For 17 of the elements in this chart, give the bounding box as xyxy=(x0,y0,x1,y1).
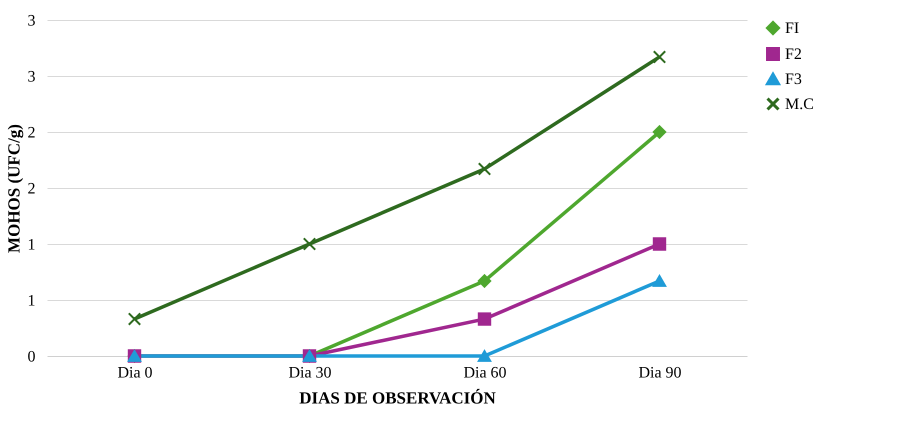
x-tick-label: Dia 60 xyxy=(463,364,507,382)
y-tick-label: 0 xyxy=(28,348,36,366)
x-tick-label: Dia 0 xyxy=(117,364,153,382)
y-axis-title: MOHOS (UFC/g) xyxy=(4,124,24,253)
legend-label: M.C xyxy=(785,96,814,113)
x-tick-label: Dia 90 xyxy=(638,364,682,382)
legend-label: F3 xyxy=(785,71,802,88)
legend-label: F2 xyxy=(785,46,802,63)
x-tick-label: Dia 30 xyxy=(288,364,332,382)
y-tick-label: 1 xyxy=(28,236,36,254)
x-axis-title: DIAS DE OBSERVACIÓN xyxy=(299,388,496,408)
y-tick-label: 1 xyxy=(28,292,36,310)
y-tick-label: 3 xyxy=(28,68,36,86)
y-tick-label: 2 xyxy=(28,180,36,198)
y-tick-label: 2 xyxy=(28,124,36,142)
y-tick-label: 3 xyxy=(28,12,36,30)
legend-label: FI xyxy=(785,20,800,37)
